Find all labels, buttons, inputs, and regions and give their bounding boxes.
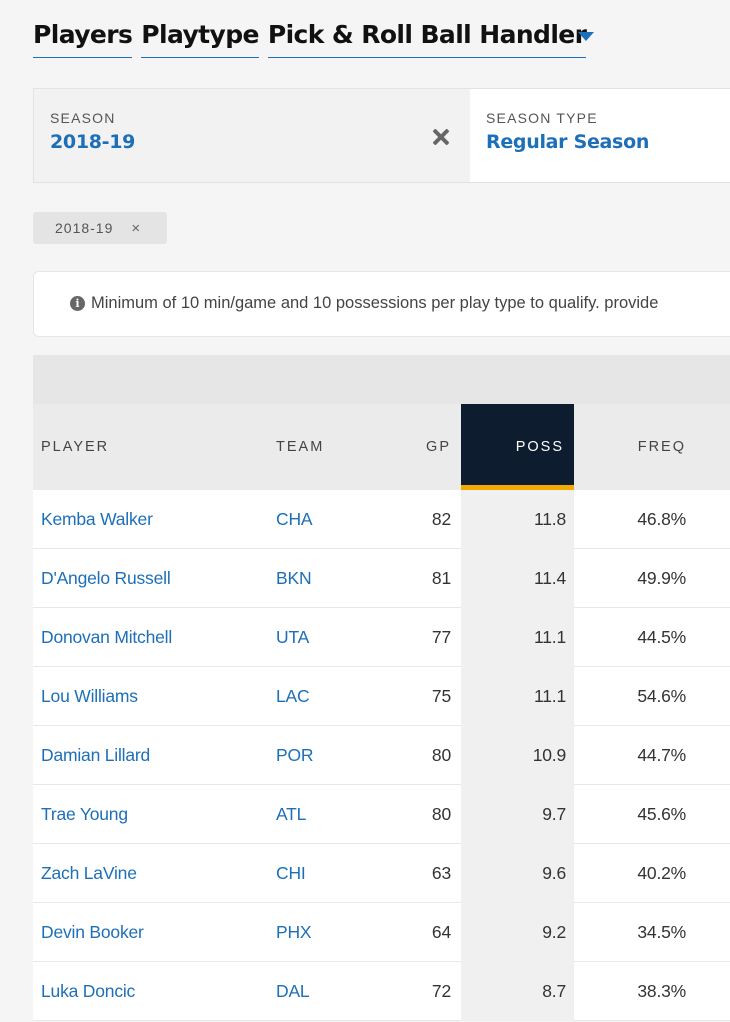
poss-cell: 10.9: [532, 744, 566, 765]
active-filter-chip: 2018-19 ×: [33, 212, 167, 244]
sorted-column-shade: [461, 844, 574, 903]
title-playtype-dropdown[interactable]: Playtype: [141, 18, 259, 58]
gp-cell: 77: [431, 626, 451, 647]
gp-cell: 81: [431, 567, 451, 588]
season-type-filter-value[interactable]: Regular Season: [486, 131, 650, 153]
player-link[interactable]: D'Angelo Russell: [41, 567, 171, 588]
table-row: Kemba Walker CHA 82 11.8 46.8%: [33, 490, 730, 549]
poss-cell: 11.4: [534, 567, 566, 588]
team-link[interactable]: POR: [276, 744, 314, 765]
table-row: Donovan Mitchell UTA 77 11.1 44.5%: [33, 608, 730, 667]
stats-table: PLAYER TEAM GP POSS FREQ Kemba Walker CHA…: [33, 355, 730, 1022]
gp-cell: 75: [431, 685, 451, 706]
team-link[interactable]: LAC: [276, 685, 310, 706]
notice-text: Minimum of 10 min/game and 10 possession…: [91, 294, 659, 312]
player-link[interactable]: Zach LaVine: [41, 862, 137, 883]
table-top-bar: [33, 355, 730, 404]
season-filter-value[interactable]: 2018-19: [50, 131, 136, 153]
player-link[interactable]: Trae Young: [41, 803, 128, 824]
season-filter[interactable]: SEASON 2018-19: [33, 88, 470, 183]
column-header-freq[interactable]: FREQ: [637, 439, 686, 455]
chip-remove-icon[interactable]: ×: [131, 219, 142, 237]
column-header-player[interactable]: PLAYER: [41, 439, 110, 455]
table-header: PLAYER TEAM GP POSS FREQ: [33, 404, 730, 490]
poss-cell: 9.2: [542, 921, 566, 942]
player-link[interactable]: Devin Booker: [41, 921, 144, 942]
freq-cell: 49.9%: [637, 567, 686, 588]
poss-cell: 11.8: [534, 508, 566, 529]
team-link[interactable]: UTA: [276, 626, 310, 647]
season-type-filter-label: SEASON TYPE: [486, 110, 598, 126]
gp-cell: 82: [431, 508, 451, 529]
table-body: Kemba Walker CHA 82 11.8 46.8% D'Angelo Russe…: [33, 490, 730, 1021]
sorted-column-shade: [461, 903, 574, 962]
gp-cell: 72: [431, 980, 451, 1001]
column-header-team[interactable]: TEAM: [276, 439, 325, 455]
player-link[interactable]: Kemba Walker: [41, 508, 153, 529]
sorted-column-shade: [461, 667, 574, 726]
sorted-column-shade: [461, 608, 574, 667]
table-row: Trae Young ATL 80 9.7 45.6%: [33, 785, 730, 844]
table-row: Zach LaVine CHI 63 9.6 40.2%: [33, 844, 730, 903]
page-title: Players Playtype Pick & Roll Ball Handle…: [33, 18, 595, 62]
player-link[interactable]: Damian Lillard: [41, 744, 151, 765]
freq-cell: 44.5%: [637, 626, 686, 647]
chip-label: 2018-19: [55, 220, 114, 236]
poss-cell: 11.1: [534, 626, 566, 647]
team-link[interactable]: DAL: [276, 980, 310, 1001]
table-row: Damian Lillard POR 80 10.9 44.7%: [33, 726, 730, 785]
sorted-column-shade: [461, 726, 574, 785]
poss-cell: 11.1: [534, 685, 566, 706]
freq-cell: 38.3%: [637, 980, 686, 1001]
player-link[interactable]: Donovan Mitchell: [41, 626, 173, 647]
clear-season-icon[interactable]: [429, 125, 453, 149]
team-link[interactable]: PHX: [276, 921, 312, 942]
column-header-gp[interactable]: GP: [426, 439, 451, 455]
table-row: Luka Doncic DAL 72 8.7 38.3%: [33, 962, 730, 1021]
gp-cell: 63: [431, 862, 451, 883]
team-link[interactable]: BKN: [276, 567, 312, 588]
sorted-column-shade: [461, 490, 574, 549]
table-row: Devin Booker PHX 64 9.2 34.5%: [33, 903, 730, 962]
poss-cell: 8.7: [542, 980, 566, 1001]
poss-cell: 9.7: [542, 803, 566, 824]
title-playtype-value-dropdown[interactable]: Pick & Roll Ball Handler: [267, 18, 587, 58]
season-filter-label: SEASON: [50, 110, 116, 126]
sorted-column-shade: [461, 785, 574, 844]
sorted-column-shade: [461, 549, 574, 608]
freq-cell: 40.2%: [637, 862, 686, 883]
filter-bar: SEASON 2018-19 SEASON TYPE Regular Seaso…: [33, 88, 730, 183]
freq-cell: 54.6%: [637, 685, 686, 706]
info-icon: i: [70, 296, 85, 311]
player-link[interactable]: Lou Williams: [41, 685, 138, 706]
team-link[interactable]: CHA: [276, 508, 313, 529]
poss-cell: 9.6: [542, 862, 566, 883]
qualification-notice: i Minimum of 10 min/game and 10 possessi…: [33, 271, 730, 337]
team-link[interactable]: ATL: [276, 803, 307, 824]
caret-down-icon[interactable]: [578, 32, 594, 41]
gp-cell: 80: [431, 803, 451, 824]
player-link[interactable]: Luka Doncic: [41, 980, 136, 1001]
column-header-poss-sorted[interactable]: POSS: [461, 404, 574, 490]
freq-cell: 44.7%: [637, 744, 686, 765]
table-row: Lou Williams LAC 75 11.1 54.6%: [33, 667, 730, 726]
sorted-column-shade: [461, 962, 574, 1021]
team-link[interactable]: CHI: [276, 862, 306, 883]
freq-cell: 46.8%: [637, 508, 686, 529]
gp-cell: 64: [431, 921, 451, 942]
gp-cell: 80: [431, 744, 451, 765]
freq-cell: 34.5%: [637, 921, 686, 942]
season-type-filter[interactable]: SEASON TYPE Regular Season: [470, 88, 730, 183]
title-players-dropdown[interactable]: Players: [33, 18, 133, 58]
table-row: D'Angelo Russell BKN 81 11.4 49.9%: [33, 549, 730, 608]
freq-cell: 45.6%: [637, 803, 686, 824]
